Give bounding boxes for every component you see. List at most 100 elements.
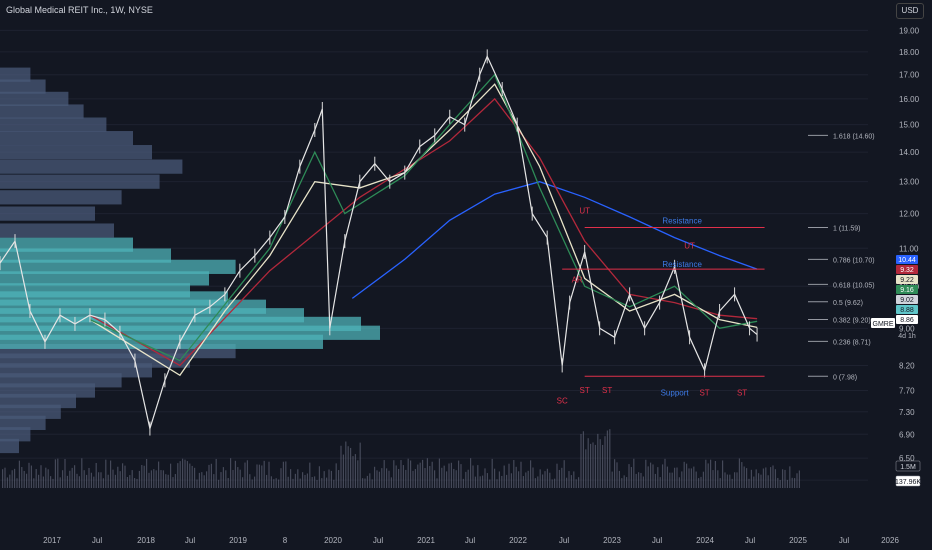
volume-bar [491,458,493,488]
volume-bar [770,467,772,488]
volume-bar [285,461,287,488]
volume-bar [527,470,529,488]
chart-annotation: UT [684,241,695,250]
y-tick-label: 11.00 [899,244,919,253]
volume-bar [431,461,433,488]
volume-bar [707,463,709,488]
volume-bar [105,459,107,488]
volume-bar [246,460,248,488]
volume-bar [201,472,203,488]
volume-bar [74,465,76,488]
volume-bar [6,477,8,488]
volume-bar [184,459,186,488]
volume-bar [321,478,323,488]
volume-profile-bar [0,79,46,94]
volume-bar [194,467,196,488]
volume-bar [203,475,205,488]
volume-bar [760,474,762,488]
volume-bar [114,474,116,488]
volume-bar [311,476,313,488]
volume-bar [482,475,484,488]
volume-bars [2,429,800,488]
volume-bar [585,449,587,488]
volume-bar [614,459,616,488]
x-tick-label: 2025 [789,536,807,545]
volume-bar [417,464,419,488]
volume-bar [506,474,508,488]
price-badge [896,285,918,294]
volume-bar [791,477,793,488]
volume-bar [213,474,215,488]
volume-bar [398,469,400,488]
y-tick-label: 13.00 [899,178,920,187]
chart-annotation: AR [572,275,583,284]
volume-bar [189,463,191,488]
x-tick-label: 2020 [324,536,342,545]
volume-profile-bar [0,427,31,442]
volume-bar [35,469,37,488]
y-tick-label: 8.20 [899,361,915,370]
volume-bar [618,470,620,488]
volume-bar [215,458,217,488]
volume-bar [119,471,121,488]
volume-bar [642,476,644,488]
volume-bar [333,479,335,488]
volume-bar [429,466,431,488]
volume-bar [796,473,798,488]
price-badges: 10.44 9.32 9.22 9.16 9.02 8.88 8.86 [896,255,918,324]
volume-bar [362,478,364,488]
volume-bar [256,464,258,488]
volume-bar [383,460,385,488]
y-tick-label: 9.00 [899,324,915,333]
volume-bar [777,477,779,488]
volume-bar [405,469,407,488]
volume-bar [530,460,532,488]
volume-bar [129,475,131,488]
volume-profile-bar [0,190,122,205]
volume-bar [434,470,436,488]
fib-level-label: 0.5 (9.62) [833,300,863,307]
volume-bar [556,463,558,488]
volume-bar [750,469,752,488]
volume-bar [558,469,560,488]
x-tick-label: 2022 [509,536,527,545]
volume-bar [218,479,220,488]
volume-bar [210,463,212,488]
volume-bar [426,458,428,488]
x-tick-label: 2017 [43,536,61,545]
volume-bar [354,454,356,488]
volume-bar [278,479,280,488]
volume-bar [342,454,344,488]
volume-bar [316,479,318,488]
y-tick-label: 7.70 [899,387,915,396]
y-tick-label: 14.00 [899,148,920,157]
volume-bar [170,463,172,488]
volume-bar [484,468,486,488]
chart-annotation: Support [661,389,690,398]
volume-bar [11,470,13,488]
y-tick-label: 6.90 [899,430,915,439]
volume-bar [328,469,330,488]
volume-bar [575,479,577,488]
volume-bar [774,469,776,488]
volume-bar [50,476,52,488]
volume-bar [4,467,6,488]
volume-profile-bar [0,206,95,221]
volume-bar [626,477,628,488]
x-axis-bar [0,530,932,550]
price-badge-label: 9.32 [900,267,914,274]
volume-bar [299,478,301,488]
volume-bar [758,473,760,488]
volume-bar [786,479,788,488]
y-tick-label: 18.00 [899,48,920,57]
volume-profile-bar [0,259,236,274]
volume-bar [33,478,35,488]
y-tick-label: 16.00 [899,95,920,104]
volume-bar [66,475,68,488]
volume-bar [779,479,781,488]
volume-bar [143,465,145,488]
volume-bar [650,462,652,488]
currency-button[interactable]: USD [896,3,924,19]
volume-bar [304,474,306,488]
